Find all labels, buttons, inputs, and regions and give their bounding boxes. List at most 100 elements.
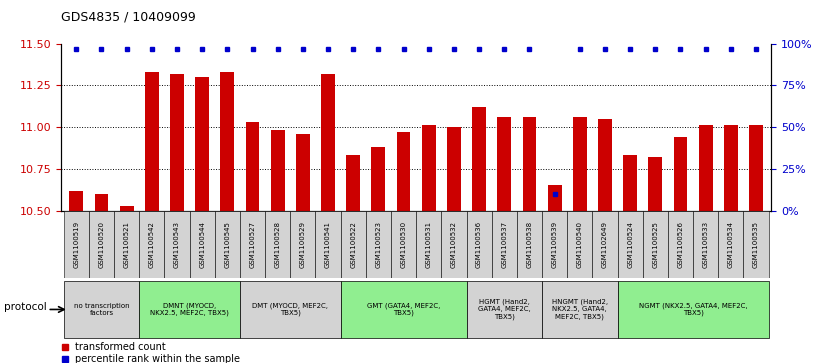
Bar <box>673 137 687 211</box>
Bar <box>749 125 763 211</box>
Bar <box>316 211 340 278</box>
Text: percentile rank within the sample: percentile rank within the sample <box>75 354 241 363</box>
Bar <box>416 211 441 278</box>
Bar <box>290 211 316 278</box>
Bar <box>447 127 461 211</box>
Bar <box>89 211 114 278</box>
Bar <box>497 117 511 211</box>
Text: GSM1100532: GSM1100532 <box>451 221 457 268</box>
Text: GSM1100530: GSM1100530 <box>401 221 406 268</box>
Text: GSM1100545: GSM1100545 <box>224 221 230 268</box>
Text: GSM1100531: GSM1100531 <box>426 221 432 268</box>
Text: GSM1100529: GSM1100529 <box>299 221 306 268</box>
Text: GSM1100544: GSM1100544 <box>199 221 205 268</box>
Text: GSM1100520: GSM1100520 <box>99 221 104 268</box>
Bar <box>724 125 738 211</box>
Bar <box>598 119 612 211</box>
Bar <box>522 117 536 211</box>
Bar <box>322 74 335 211</box>
Text: GSM1100521: GSM1100521 <box>124 221 130 268</box>
Text: protocol: protocol <box>4 302 47 312</box>
Text: no transcription
factors: no transcription factors <box>73 303 129 316</box>
Text: GSM1100528: GSM1100528 <box>275 221 281 268</box>
Text: GSM1100523: GSM1100523 <box>375 221 381 268</box>
Text: NGMT (NKX2.5, GATA4, MEF2C,
TBX5): NGMT (NKX2.5, GATA4, MEF2C, TBX5) <box>639 302 747 317</box>
Bar <box>397 132 410 211</box>
Text: GSM1100538: GSM1100538 <box>526 221 533 268</box>
Bar <box>743 211 769 278</box>
Bar <box>340 211 366 278</box>
Bar <box>69 191 83 211</box>
Text: GSM1100540: GSM1100540 <box>577 221 583 268</box>
Text: GSM1100536: GSM1100536 <box>476 221 482 268</box>
Bar <box>64 281 140 338</box>
Bar <box>371 147 385 211</box>
Bar <box>64 211 89 278</box>
Bar <box>492 211 517 278</box>
Bar <box>296 134 310 211</box>
Bar <box>220 72 234 211</box>
Bar <box>592 211 618 278</box>
Bar <box>668 211 693 278</box>
Text: GSM1100539: GSM1100539 <box>552 221 557 268</box>
Bar <box>140 281 240 338</box>
Text: GSM1100534: GSM1100534 <box>728 221 734 268</box>
Text: GSM1100533: GSM1100533 <box>703 221 708 268</box>
Bar <box>542 211 567 278</box>
Bar <box>573 117 587 211</box>
Bar <box>189 211 215 278</box>
Bar <box>548 185 561 211</box>
Text: GSM1100524: GSM1100524 <box>628 221 633 268</box>
Bar <box>643 211 668 278</box>
Bar <box>649 157 663 211</box>
Bar <box>246 122 259 211</box>
Bar <box>618 281 769 338</box>
Text: GSM1100526: GSM1100526 <box>677 221 684 268</box>
Bar <box>95 194 109 211</box>
Bar <box>170 74 184 211</box>
Text: GSM1100541: GSM1100541 <box>325 221 331 268</box>
Text: GSM1100535: GSM1100535 <box>753 221 759 268</box>
Text: DMT (MYOCD, MEF2C,
TBX5): DMT (MYOCD, MEF2C, TBX5) <box>252 302 328 317</box>
Bar <box>240 281 340 338</box>
Text: GSM1100519: GSM1100519 <box>73 221 79 268</box>
Bar <box>467 281 542 338</box>
Text: GSM1100527: GSM1100527 <box>250 221 255 268</box>
Bar <box>517 211 542 278</box>
Bar <box>120 205 134 211</box>
Bar <box>698 125 712 211</box>
Bar <box>271 130 285 211</box>
Text: GSM1102649: GSM1102649 <box>602 221 608 268</box>
Text: HGMT (Hand2,
GATA4, MEF2C,
TBX5): HGMT (Hand2, GATA4, MEF2C, TBX5) <box>478 299 530 320</box>
Text: GDS4835 / 10409099: GDS4835 / 10409099 <box>61 11 196 24</box>
Bar <box>618 211 643 278</box>
Bar <box>718 211 743 278</box>
Bar <box>265 211 290 278</box>
Bar <box>346 155 360 211</box>
Bar <box>422 125 436 211</box>
Text: GMT (GATA4, MEF2C,
TBX5): GMT (GATA4, MEF2C, TBX5) <box>367 302 441 317</box>
Text: DMNT (MYOCD,
NKX2.5, MEF2C, TBX5): DMNT (MYOCD, NKX2.5, MEF2C, TBX5) <box>150 302 229 317</box>
Bar <box>391 211 416 278</box>
Text: GSM1100525: GSM1100525 <box>652 221 659 268</box>
Bar <box>140 211 164 278</box>
Bar <box>467 211 492 278</box>
Bar <box>164 211 189 278</box>
Text: transformed count: transformed count <box>75 342 166 352</box>
Bar <box>114 211 140 278</box>
Bar <box>472 107 486 211</box>
Text: GSM1100522: GSM1100522 <box>350 221 357 268</box>
Bar <box>693 211 718 278</box>
Text: GSM1100537: GSM1100537 <box>501 221 508 268</box>
Bar <box>145 72 159 211</box>
Text: GSM1100543: GSM1100543 <box>174 221 180 268</box>
Text: HNGMT (Hand2,
NKX2.5, GATA4,
MEF2C, TBX5): HNGMT (Hand2, NKX2.5, GATA4, MEF2C, TBX5… <box>552 299 608 320</box>
Bar <box>542 281 618 338</box>
Bar <box>195 77 209 211</box>
Bar <box>340 281 467 338</box>
Bar <box>441 211 467 278</box>
Bar <box>366 211 391 278</box>
Bar <box>240 211 265 278</box>
Bar <box>623 155 637 211</box>
Bar <box>215 211 240 278</box>
